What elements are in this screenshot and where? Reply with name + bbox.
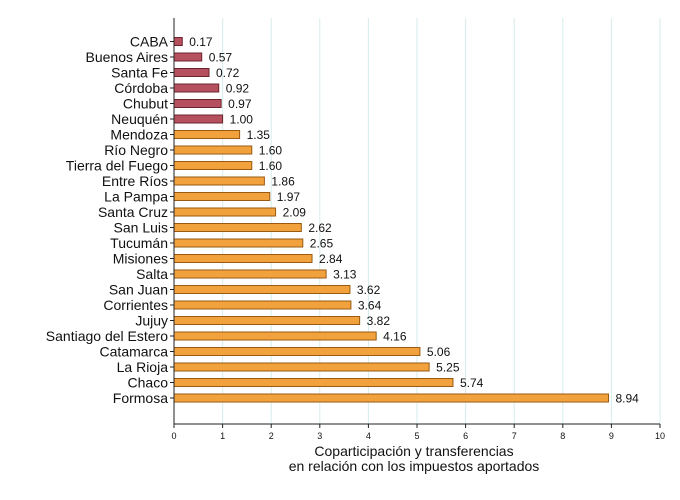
value-label-20: 5.06	[427, 345, 451, 359]
grid-lines	[222, 18, 661, 424]
value-label-17: 3.64	[358, 299, 382, 313]
category-label-14: Misiones	[113, 251, 168, 267]
category-label-6: Mendoza	[110, 127, 168, 143]
value-label-5: 1.00	[230, 113, 254, 127]
value-label-23: 8.94	[615, 392, 639, 406]
bar-7	[173, 145, 253, 155]
x-tick-label-8: 8	[560, 431, 565, 441]
category-label-17: Corrientes	[103, 297, 168, 313]
value-label-9: 1.86	[271, 175, 295, 189]
bar-10	[173, 192, 271, 201]
category-label-20: Catamarca	[100, 344, 169, 360]
x-tick-label-0: 0	[171, 431, 176, 441]
category-label-10: La Pampa	[104, 189, 168, 205]
category-label-13: Tucumán	[110, 235, 168, 251]
category-label-22: Chaco	[128, 375, 169, 391]
value-label-14: 2.84	[319, 252, 343, 266]
x-tick-label-1: 1	[220, 431, 225, 441]
bar-11	[173, 207, 277, 217]
category-label-5: Neuquén	[111, 111, 168, 127]
x-tick-label-4: 4	[366, 431, 371, 441]
bar-1	[173, 52, 203, 62]
value-label-18: 3.82	[367, 314, 391, 328]
bar-21	[173, 362, 430, 372]
category-label-19: Santiago del Estero	[46, 328, 168, 344]
category-label-4: Chubut	[123, 96, 168, 112]
category-label-12: San Luis	[114, 220, 168, 236]
category-label-8: Tierra del Fuego	[66, 158, 168, 174]
value-label-8: 1.60	[259, 159, 283, 173]
x-tick-label-3: 3	[317, 431, 322, 441]
value-label-7: 1.60	[259, 144, 283, 158]
bar-20	[173, 347, 421, 356]
category-label-15: Salta	[136, 266, 168, 282]
category-label-18: Jujuy	[135, 313, 168, 329]
value-label-13: 2.65	[310, 237, 334, 251]
value-label-21: 5.25	[436, 361, 460, 375]
value-label-16: 3.62	[357, 283, 381, 297]
value-label-22: 5.74	[460, 376, 484, 390]
x-tick-label-7: 7	[512, 431, 517, 441]
bar-23	[173, 393, 609, 403]
bar-9	[173, 176, 265, 186]
bar-5	[173, 114, 224, 124]
category-label-2: Santa Fe	[111, 65, 168, 81]
category-label-16: San Juan	[109, 282, 168, 298]
bar-12	[173, 223, 302, 232]
value-label-4: 0.97	[228, 97, 252, 111]
value-label-6: 1.35	[247, 128, 271, 142]
x-tick-label-9: 9	[609, 431, 614, 441]
bar-8	[173, 161, 253, 170]
category-label-0: CABA	[130, 34, 169, 50]
value-label-19: 4.16	[383, 330, 407, 344]
value-label-0: 0.17	[189, 35, 213, 49]
x-axis-title-line-2: en relación con los impuestos aportados	[289, 458, 540, 474]
value-labels: 0.17 0.570.72 0.920.97 1.001.35 1.601.60 1.86…	[189, 35, 639, 406]
category-label-1: Buenos Aires	[86, 49, 169, 65]
category-label-3: Córdoba	[114, 80, 168, 96]
value-label-11: 2.09	[283, 206, 307, 220]
x-tick-label-10: 10	[655, 431, 665, 441]
bar-13	[173, 238, 304, 248]
value-label-12: 2.62	[308, 221, 332, 235]
category-label-11: Santa Cruz	[98, 204, 168, 220]
value-label-1: 0.57	[209, 51, 233, 65]
value-label-10: 1.97	[277, 190, 301, 204]
bar-16	[173, 285, 351, 294]
x-tick-label-2: 2	[269, 431, 274, 441]
bar-4	[173, 99, 222, 108]
value-label-2: 0.72	[216, 66, 240, 80]
x-axis-title-line-1: Coparticipación y transferencias	[314, 443, 513, 459]
bar-22	[173, 378, 454, 387]
bar-2	[173, 68, 210, 77]
category-label-23: Formosa	[113, 390, 168, 406]
bar-14	[173, 254, 313, 263]
bar-6	[173, 130, 241, 139]
bar-18	[173, 316, 361, 325]
x-tick-label-5: 5	[414, 431, 419, 441]
bar-0	[173, 37, 183, 46]
bar-15	[173, 269, 327, 279]
value-label-15: 3.13	[333, 268, 357, 282]
x-tick-label-6: 6	[463, 431, 468, 441]
bar-19	[173, 331, 377, 341]
x-tick-labels: 0 1 2 3 4 5 6 7 8 9 10	[171, 424, 665, 441]
category-label-7: Río Negro	[104, 142, 168, 158]
value-label-3: 0.92	[226, 82, 250, 96]
bar-3	[173, 83, 220, 93]
category-label-9: Entre Ríos	[102, 173, 168, 189]
category-label-21: La Rioja	[117, 359, 169, 375]
bar-17	[173, 300, 352, 310]
